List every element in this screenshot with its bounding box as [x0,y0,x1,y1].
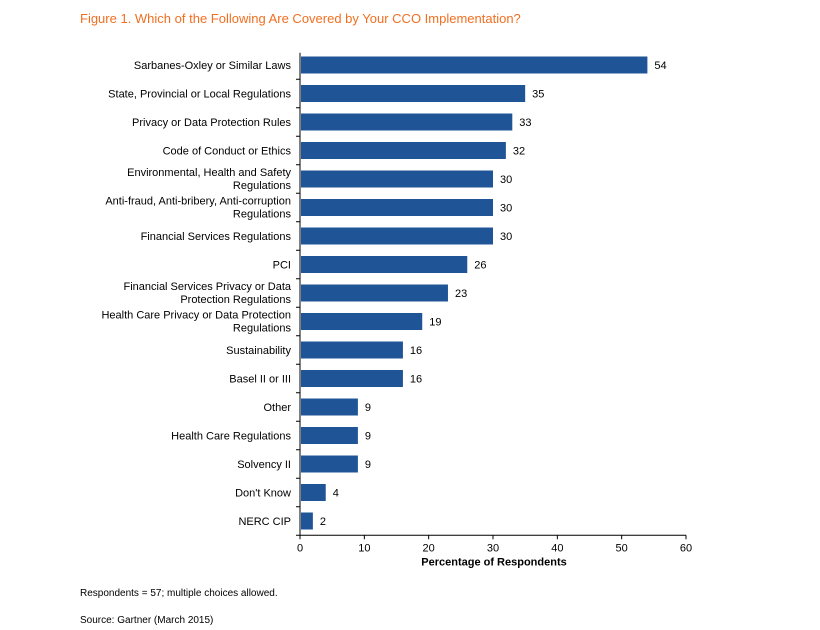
bar [301,370,403,387]
category-label-line: Regulations [233,209,292,221]
value-label: 30 [500,174,512,186]
category-label: PCI [273,260,291,272]
bar [301,113,513,131]
category-label: Financial Services Regulations [141,231,292,243]
bar [301,85,526,102]
category-label: State, Provincial or Local Regulations [108,89,291,101]
category-label: Other [263,402,291,414]
category-label: Financial Services Privacy or Data Protec… [123,281,291,306]
category-label-line: Regulations [233,180,292,192]
value-label: 9 [365,431,371,443]
x-tick-label: 60 [680,542,692,554]
bar [301,170,493,188]
category-label: Don't Know [235,488,291,500]
category-label: Solvency II [237,459,291,471]
bar [301,199,493,216]
bar [301,284,448,302]
value-label: 33 [519,117,531,129]
category-label-line: Don't Know [235,488,291,500]
x-tick-label: 40 [551,542,563,554]
category-label: Environmental, Health and Safety Regulati… [127,167,291,192]
category-label-line: Health Care Regulations [171,431,291,443]
value-labels-layer: 54 35 33 32 30 30 30 26 23 19 16 16 9 9 9 4 2 [320,60,667,528]
value-label: 35 [532,89,544,101]
category-label: Basel II or III [229,374,291,386]
value-label: 32 [513,146,525,158]
x-tick-label: 30 [487,542,499,554]
value-label: 2 [320,516,326,528]
category-label: Health Care Privacy or Data Protection Re… [101,310,291,335]
value-label: 26 [474,260,486,272]
bar [301,142,506,159]
category-label-line: Health Care Privacy or Data Protection [101,310,291,322]
chart-title: Figure 1. Which of the Following Are Cov… [80,11,521,26]
category-label-line: NERC CIP [238,516,291,528]
category-label: Sarbanes-Oxley or Similar Laws [134,60,292,72]
category-label-line: Sarbanes-Oxley or Similar Laws [134,60,292,72]
category-label: Anti-fraud, Anti-bribery, Anti-corruptio… [105,196,291,221]
value-label: 30 [500,231,512,243]
bar [301,256,468,273]
bar [301,398,358,416]
x-tick-label: 0 [297,542,303,554]
category-label: Privacy or Data Protection Rules [132,117,291,129]
bar [301,227,493,245]
x-tick-label: 20 [423,542,435,554]
source-note: Source: Gartner (March 2015) [80,615,214,626]
category-label-line: Basel II or III [229,374,291,386]
category-label-line: Financial Services Regulations [141,231,292,243]
bar [301,341,403,359]
value-label: 4 [333,488,339,500]
respondents-note: Respondents = 57; multiple choices allow… [80,588,278,599]
category-label-line: Protection Regulations [180,294,291,306]
category-label-line: Financial Services Privacy or Data [123,281,291,293]
value-label: 30 [500,203,512,215]
category-label: NERC CIP [238,516,291,528]
bar [301,313,423,330]
category-label-line: Anti-fraud, Anti-bribery, Anti-corruptio… [105,196,291,208]
value-label: 16 [410,374,422,386]
value-label: 54 [654,60,666,72]
category-label-line: Solvency II [237,459,291,471]
bar [301,512,313,530]
category-label-line: PCI [273,260,291,272]
bars-layer [301,56,648,530]
category-label: Sustainability [226,345,291,357]
x-tick-label: 50 [616,542,628,554]
category-label: Health Care Regulations [171,431,291,443]
category-label-line: Environmental, Health and Safety [127,167,291,179]
x-axis: 0 10 20 30 40 50 60 Percentage of Respondents [296,52,692,568]
category-label-line: Privacy or Data Protection Rules [132,117,291,129]
category-labels-layer: Sarbanes-Oxley or Similar Laws State, Pro… [101,60,291,528]
x-axis-title: Percentage of Respondents [421,556,566,568]
category-label: Code of Conduct or Ethics [163,146,292,158]
value-label: 19 [429,317,441,329]
bar [301,455,358,473]
bar [301,427,358,444]
category-label-line: Regulations [233,323,292,335]
value-label: 23 [455,288,467,300]
value-label: 16 [410,345,422,357]
category-label-line: Other [263,402,291,414]
category-label-line: Code of Conduct or Ethics [163,146,292,158]
category-label-line: Sustainability [226,345,291,357]
category-label-line: State, Provincial or Local Regulations [108,89,291,101]
bar [301,56,648,74]
bar [301,484,326,501]
value-label: 9 [365,459,371,471]
x-tick-label: 10 [358,542,370,554]
value-label: 9 [365,402,371,414]
